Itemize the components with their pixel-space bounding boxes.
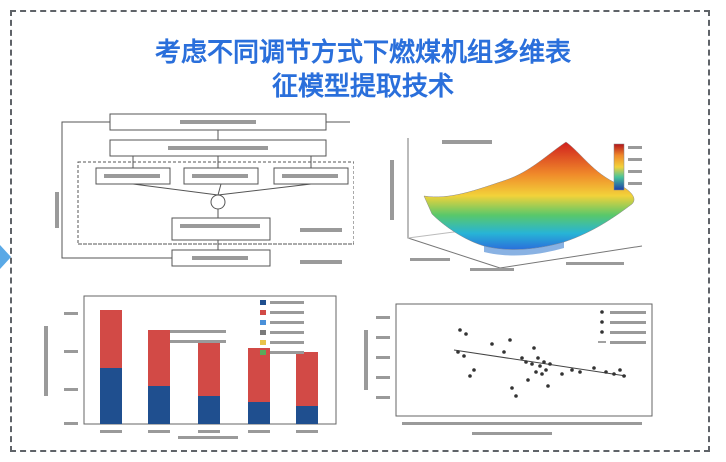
bar-3-top — [198, 342, 220, 396]
surface-mesh — [423, 141, 635, 250]
flow-diagram-figure — [52, 112, 354, 272]
bar-2-top — [148, 330, 170, 386]
bar-legend — [260, 300, 304, 355]
bar-3-base — [198, 396, 220, 424]
page-title: 考虑不同调节方式下燃煤机组多维表 征模型提取技术 — [0, 36, 726, 104]
scatter-legend — [598, 310, 646, 344]
colorbar — [613, 143, 625, 191]
slide-frame — [10, 10, 710, 452]
bar-5-top — [296, 352, 318, 406]
stacked-bar-figure — [38, 290, 348, 440]
play-arrow-icon — [0, 245, 11, 269]
bar-1-top — [100, 310, 122, 368]
stacked-bars — [100, 310, 318, 424]
flow-box-mid — [171, 217, 271, 241]
title-line-2: 征模型提取技术 — [271, 72, 454, 102]
bar-4-base — [248, 402, 270, 424]
scatter-plot-figure — [362, 300, 662, 440]
bar-1-base — [100, 368, 122, 424]
bar-2-base — [148, 386, 170, 424]
scatter-points — [456, 328, 626, 398]
bar-5-base — [296, 406, 318, 424]
title-line-1: 考虑不同调节方式下燃煤机组多维表 — [154, 38, 571, 68]
trend-line — [453, 349, 627, 377]
bar-4-top — [248, 348, 270, 402]
flow-sum-node — [210, 194, 226, 210]
surface-plot-figure — [380, 130, 680, 280]
